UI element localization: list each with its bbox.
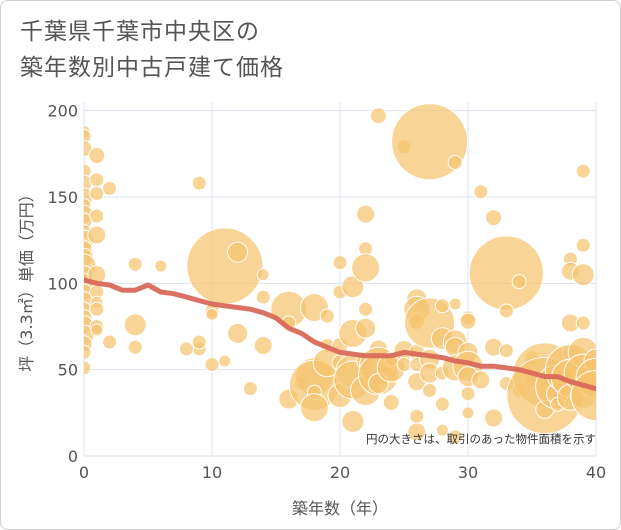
bubble-point <box>498 303 514 319</box>
bubble-point <box>256 268 270 282</box>
chart-title-line-2: 築年数別中古戸建て価格 <box>20 55 284 81</box>
bubble-point <box>87 225 107 245</box>
bubble-point <box>191 334 207 350</box>
bubble-point <box>471 370 491 390</box>
y-tick-label: 150 <box>47 188 78 207</box>
bubble-point <box>382 393 400 411</box>
bubble-point <box>355 317 377 339</box>
bubble-point <box>571 263 595 287</box>
bubble-point <box>459 312 477 330</box>
bubble-point <box>356 204 376 224</box>
bubble-point <box>498 343 514 359</box>
bubble-point <box>89 301 105 317</box>
bubble-point <box>461 406 475 420</box>
bubble-point <box>84 360 92 376</box>
x-tick-label: 0 <box>79 463 89 482</box>
bubble-point <box>341 409 365 433</box>
bubble-point <box>84 129 92 145</box>
x-axis-label: 築年数（年） <box>292 499 388 518</box>
x-tick-label: 40 <box>586 463 606 482</box>
bubble-point <box>369 107 387 125</box>
bubble-point <box>575 163 591 179</box>
bubble-point <box>255 289 271 305</box>
chart-title-line-1: 千葉県千葉市中央区の <box>20 19 260 45</box>
bubble-point <box>468 235 544 311</box>
bubble-point <box>407 422 427 442</box>
bubble-point <box>358 301 374 317</box>
x-tick-label: 20 <box>330 463 350 482</box>
y-tick-label: 50 <box>58 361 78 380</box>
bubble-point <box>253 335 273 355</box>
bubble-point <box>84 163 92 179</box>
axes: 0 10 20 30 40 0 50 100 150 200 <box>47 102 606 482</box>
bubble-point <box>84 344 92 360</box>
bubble-point <box>473 184 489 200</box>
trend-line <box>84 277 596 392</box>
bubble-point <box>89 172 105 188</box>
bubble-point <box>575 315 591 331</box>
bubble-point <box>88 147 106 165</box>
size-annotation: 円の大きさは、取引のあった物件面積を示す <box>366 432 596 446</box>
bubble-point <box>485 209 503 227</box>
y-tick-label: 100 <box>47 274 78 293</box>
bubble-point <box>434 396 450 412</box>
bubble-point <box>460 386 476 402</box>
bubble-point <box>570 370 596 422</box>
chart-title: 千葉県千葉市中央区の 築年数別中古戸建て価格 <box>20 14 284 86</box>
bubble-point <box>102 180 118 196</box>
y-axis-label: 坪（3.3㎡）単価（万円） <box>17 186 36 371</box>
bubble-point <box>511 274 527 290</box>
bubble-point <box>351 253 381 283</box>
bubble-point <box>89 208 105 224</box>
bubble-point <box>341 275 365 299</box>
bubble-point <box>447 429 463 445</box>
bubble-point <box>227 322 249 344</box>
bubble-point <box>204 356 220 372</box>
trend-layer <box>84 277 596 392</box>
bubble-point <box>422 382 438 398</box>
bubble-point <box>186 227 264 305</box>
bubble-point <box>447 154 463 170</box>
y-tick-label: 0 <box>68 447 78 466</box>
bubble-point <box>396 356 412 372</box>
bubble-point <box>299 393 329 423</box>
bubble-point <box>409 408 425 424</box>
bubble-point <box>102 334 118 350</box>
bubble-point <box>484 408 504 428</box>
bubble-point <box>319 308 335 324</box>
bubble-point <box>90 323 104 337</box>
bubble-point <box>127 256 143 272</box>
bubble-point <box>435 423 449 437</box>
bubble-point <box>434 298 450 314</box>
bubble-point <box>127 339 143 355</box>
bubble-point <box>218 354 232 368</box>
bubble-point <box>227 241 249 263</box>
bubble-point <box>205 307 219 321</box>
bubble-point <box>448 297 462 311</box>
bubble-point <box>575 237 591 253</box>
y-tick-label: 200 <box>47 102 78 121</box>
x-tick-label: 30 <box>458 463 478 482</box>
x-tick-label: 10 <box>202 463 222 482</box>
bubble-point <box>242 381 258 397</box>
bubble-point <box>332 255 348 271</box>
bubble-point <box>191 175 207 191</box>
bubble-point <box>154 259 168 273</box>
bubble-point <box>89 186 105 202</box>
bubble-point <box>178 341 194 357</box>
bubble-point <box>123 313 147 337</box>
